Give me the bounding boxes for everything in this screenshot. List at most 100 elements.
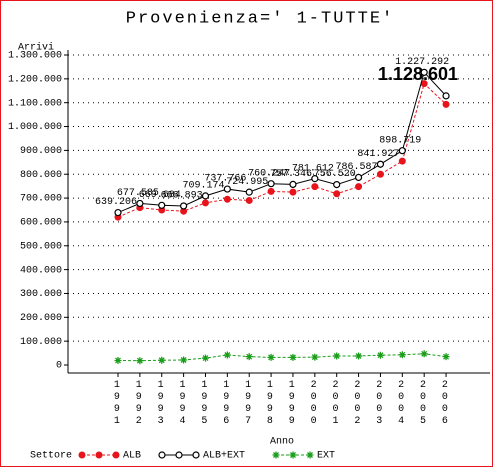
data-label: 724.995 <box>226 177 268 188</box>
legend-marker <box>289 451 297 459</box>
data-label: 677.585 <box>117 188 159 199</box>
y-tick-label: 300.000 <box>20 289 62 300</box>
point <box>354 173 363 182</box>
x-tick-label: 1998 <box>264 380 275 428</box>
point <box>245 353 253 361</box>
series-line <box>117 71 447 214</box>
legend-marker <box>95 451 103 459</box>
point <box>136 357 144 365</box>
chart-title: Provenienza=' 1-TUTTE' <box>126 9 394 28</box>
point <box>398 157 406 165</box>
legend-marker <box>78 451 86 459</box>
point <box>333 180 341 189</box>
y-tick-label: 700.000 <box>20 194 62 205</box>
point <box>376 351 384 359</box>
point <box>376 160 385 168</box>
point <box>289 188 297 196</box>
legend-item: EXT <box>272 451 335 462</box>
x-tick-label: 1993 <box>155 380 166 428</box>
point <box>245 188 253 196</box>
point <box>442 92 450 100</box>
legend-label: ALB+EXT <box>203 451 245 462</box>
legend-title: Settore <box>30 451 72 462</box>
data-label: 639.206 <box>95 197 137 208</box>
data-label: 737.766 <box>204 174 246 185</box>
x-tick-label: 1991 <box>111 380 122 428</box>
x-tick-label: 1995 <box>199 380 210 428</box>
point <box>442 353 450 361</box>
point <box>420 68 428 76</box>
data-label: 666.893 <box>161 191 203 202</box>
legend-marker <box>158 451 166 459</box>
x-tick-label: 2002 <box>352 380 363 428</box>
x-tick-label: 1997 <box>243 380 254 428</box>
point <box>201 192 210 200</box>
y-axis-label: Arrivi <box>18 42 54 54</box>
point <box>245 196 253 204</box>
data-label: 1.128.601 <box>378 64 458 84</box>
x-tick-label: 2006 <box>439 380 450 428</box>
x-tick-label: 1994 <box>177 380 188 428</box>
point <box>180 202 188 210</box>
point <box>333 190 341 198</box>
y-tick-label: 500.000 <box>20 241 62 252</box>
point <box>114 356 122 364</box>
legend-marker <box>306 451 314 459</box>
data-label: 756.520 <box>314 169 356 180</box>
x-tick-label: 1999 <box>286 380 297 428</box>
data-label: 709.174 <box>182 181 224 192</box>
data-label: 841.927 <box>357 149 399 160</box>
legend-label: ALB <box>123 451 141 462</box>
data-label: 760.247 <box>248 168 290 179</box>
data-label: 898.719 <box>379 135 421 146</box>
point <box>223 351 231 359</box>
point <box>355 183 363 191</box>
y-tick-label: 1.300.000 <box>8 51 62 62</box>
y-tick-label: 400.000 <box>20 265 62 276</box>
series-line <box>117 82 447 218</box>
legend-marker <box>175 451 183 459</box>
point <box>398 351 406 359</box>
y-tick-label: 1.200.000 <box>8 74 62 85</box>
legend-marker <box>272 451 280 459</box>
y-tick-label: 800.000 <box>20 170 62 181</box>
x-tick-label: 2001 <box>330 380 341 428</box>
x-axis-label: Anno <box>270 437 294 448</box>
x-tick-label: 2000 <box>308 380 319 428</box>
y-tick-label: 1.000.000 <box>8 122 62 133</box>
y-tick-label: 0 <box>56 361 62 372</box>
point <box>223 195 231 203</box>
legend-item: ALB <box>78 451 141 462</box>
point <box>114 208 122 217</box>
point <box>442 100 450 108</box>
point <box>223 185 231 193</box>
y-tick-label: 100.000 <box>20 337 62 348</box>
point <box>398 147 406 155</box>
data-label: 669.684 <box>139 190 181 201</box>
x-tick-label: 1996 <box>221 380 232 428</box>
point <box>311 183 319 191</box>
point <box>289 353 297 361</box>
y-tick-label: 200.000 <box>20 313 62 324</box>
point <box>420 350 428 358</box>
y-tick-label: 900.000 <box>20 146 62 157</box>
point <box>311 353 319 361</box>
point <box>267 187 275 195</box>
data-label: 781.612 <box>292 163 334 174</box>
point <box>267 353 275 361</box>
data-label: 786.587 <box>336 162 378 173</box>
point <box>158 201 166 209</box>
point <box>376 170 384 178</box>
legend-marker <box>192 451 200 459</box>
point <box>311 175 319 183</box>
point <box>158 356 166 364</box>
legend-item: ALB+EXT <box>158 451 245 462</box>
x-tick-label: 1992 <box>133 380 144 428</box>
x-tick-label: 2004 <box>396 380 407 428</box>
series-line <box>117 353 447 362</box>
point <box>333 352 341 360</box>
y-tick-label: 1.100.000 <box>8 98 62 109</box>
data-label: 1.227.292 <box>395 57 449 68</box>
x-tick-label: 2003 <box>374 380 385 428</box>
